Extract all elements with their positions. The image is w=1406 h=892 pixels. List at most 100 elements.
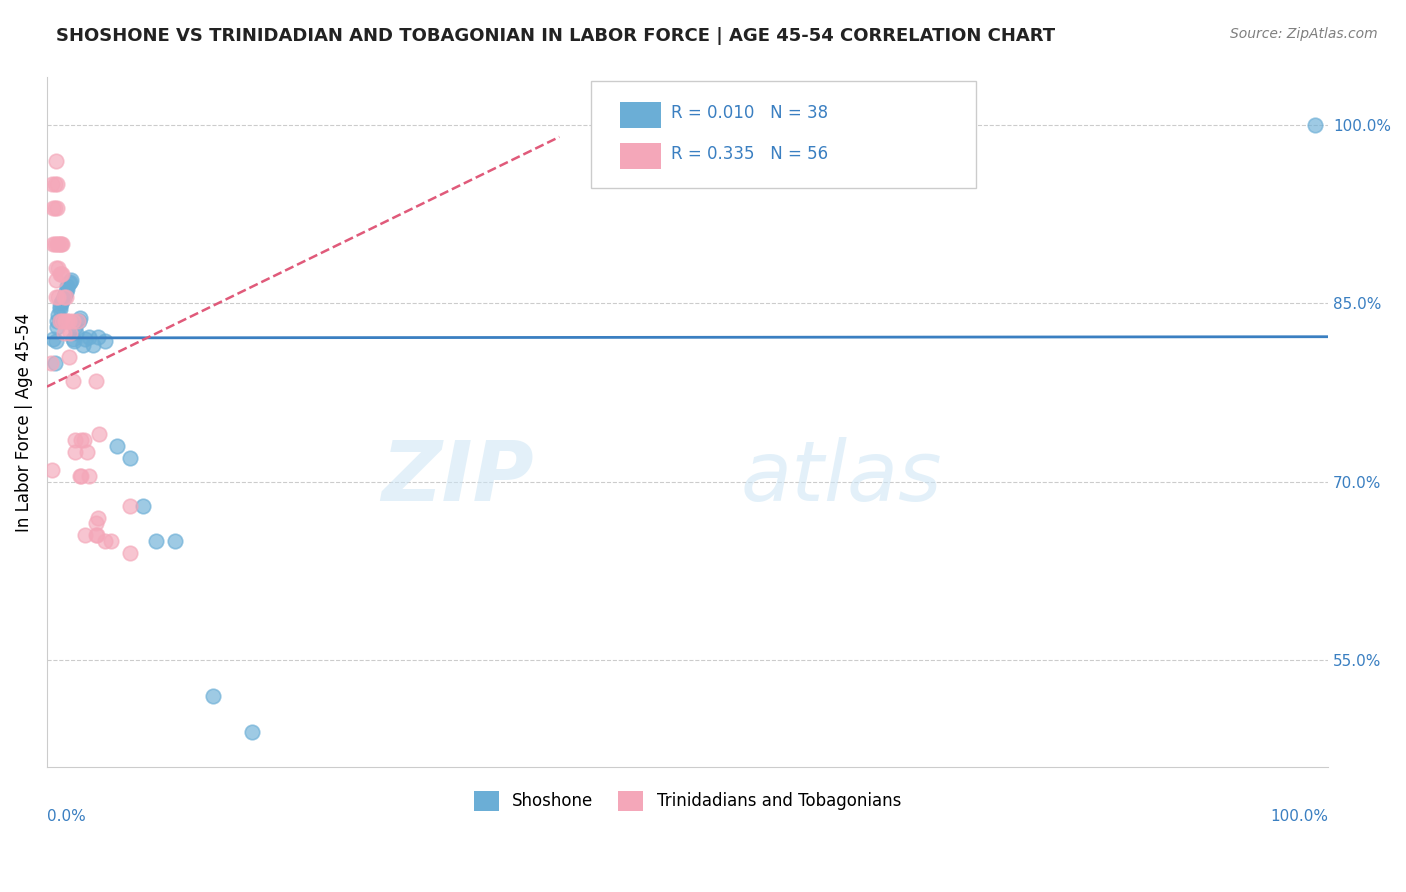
Point [52, 290, 75, 304]
Point [51, 236, 73, 251]
Point [49, 267, 72, 281]
Point [48, 308, 70, 322]
Point [51, 314, 73, 328]
Point [41, 178, 63, 192]
Point [145, 534, 167, 549]
Point [45, 260, 67, 275]
Point [63, 320, 86, 334]
Point [41, 463, 63, 477]
Point [48, 236, 70, 251]
FancyBboxPatch shape [620, 143, 661, 169]
Point [46, 236, 69, 251]
Point [44, 201, 66, 215]
Point [48, 290, 70, 304]
Point [93, 334, 115, 349]
Point [66, 314, 89, 328]
Text: 0.0%: 0.0% [46, 809, 86, 823]
Point [55, 285, 77, 299]
Point [84, 516, 107, 531]
Point [120, 450, 142, 465]
Point [120, 499, 142, 513]
Point [202, 689, 225, 703]
Point [56, 278, 79, 293]
Point [69, 310, 91, 325]
Point [39, 356, 62, 370]
Point [42, 201, 65, 215]
Point [52, 326, 75, 340]
Point [48, 302, 70, 317]
Legend: Shoshone, Trinidadians and Tobagonians: Shoshone, Trinidadians and Tobagonians [467, 784, 908, 818]
Point [45, 290, 67, 304]
Point [63, 445, 86, 459]
Point [73, 433, 96, 447]
Point [58, 314, 80, 328]
Point [49, 236, 72, 251]
Point [240, 724, 263, 739]
Point [46, 320, 69, 334]
Point [44, 178, 66, 192]
Point [72, 338, 94, 352]
Point [48, 299, 70, 313]
Point [56, 282, 79, 296]
Point [53, 314, 76, 328]
Point [51, 267, 73, 281]
Text: ZIP: ZIP [381, 437, 534, 518]
Point [63, 433, 86, 447]
Point [62, 334, 84, 349]
Point [77, 468, 100, 483]
Point [1305, 118, 1327, 132]
Point [58, 276, 80, 290]
Point [53, 286, 76, 301]
Point [48, 314, 70, 328]
Point [70, 433, 93, 447]
Point [52, 290, 75, 304]
Point [59, 326, 82, 340]
Point [42, 236, 65, 251]
Y-axis label: In Labor Force | Age 45-54: In Labor Force | Age 45-54 [15, 313, 32, 532]
Point [55, 290, 77, 304]
Text: R = 0.335   N = 56: R = 0.335 N = 56 [671, 145, 828, 163]
Point [86, 528, 108, 542]
Text: atlas: atlas [741, 437, 942, 518]
Point [76, 445, 98, 459]
Point [60, 272, 83, 286]
Point [67, 314, 90, 328]
Point [105, 439, 128, 453]
Point [45, 153, 67, 168]
Point [46, 201, 69, 215]
Point [77, 329, 100, 343]
Point [46, 314, 69, 328]
Point [70, 468, 93, 483]
Point [44, 236, 66, 251]
Point [48, 236, 70, 251]
Point [84, 374, 107, 388]
Point [45, 334, 67, 349]
Point [49, 296, 72, 310]
Point [87, 329, 110, 343]
Point [48, 260, 70, 275]
Point [82, 338, 104, 352]
Text: R = 0.010   N = 38: R = 0.010 N = 38 [671, 103, 828, 121]
Point [62, 332, 84, 346]
Point [42, 332, 65, 346]
Point [84, 528, 107, 542]
Point [58, 350, 80, 364]
Point [62, 314, 84, 328]
Point [46, 178, 69, 192]
Text: 100.0%: 100.0% [1270, 809, 1329, 823]
Point [56, 314, 79, 328]
Point [45, 272, 67, 286]
Point [75, 528, 97, 542]
Point [62, 374, 84, 388]
Point [132, 499, 155, 513]
Point [89, 427, 111, 442]
Point [69, 468, 91, 483]
FancyBboxPatch shape [592, 81, 976, 188]
Point [120, 546, 142, 560]
Point [65, 326, 87, 340]
Point [44, 356, 66, 370]
Point [51, 293, 73, 308]
Point [93, 534, 115, 549]
Text: SHOSHONE VS TRINIDADIAN AND TOBAGONIAN IN LABOR FORCE | AGE 45-54 CORRELATION CH: SHOSHONE VS TRINIDADIAN AND TOBAGONIAN I… [56, 27, 1056, 45]
Point [163, 534, 186, 549]
